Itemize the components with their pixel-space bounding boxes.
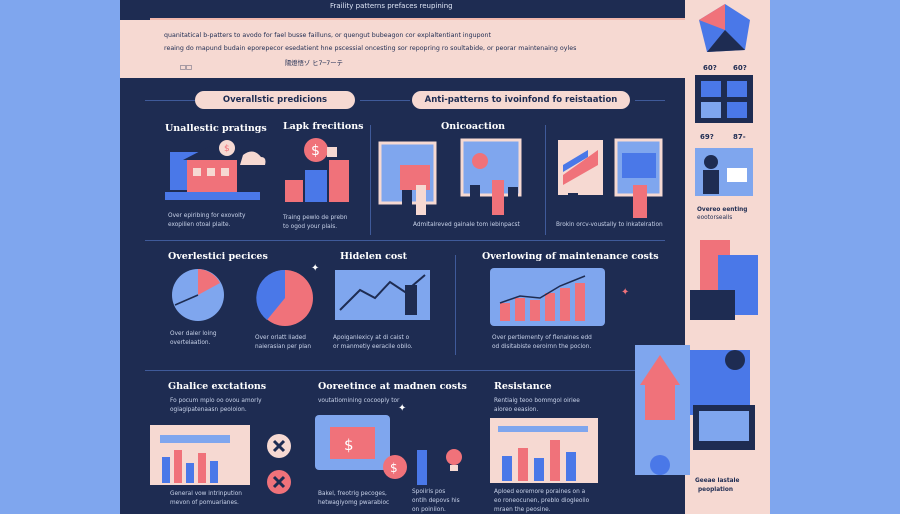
side-label-6: eootorsealls xyxy=(697,215,733,221)
caption-s6-1: Over orlatt liaded xyxy=(255,335,306,341)
pill-anti-patterns: Anti-patterns to ivoinfond fo reistaatio… xyxy=(412,91,630,109)
divider-mid xyxy=(360,100,410,101)
side-label-3: 69? xyxy=(700,133,714,141)
svg-text:$: $ xyxy=(224,144,230,154)
row1-divider-b xyxy=(545,125,546,235)
side-person-icon xyxy=(695,148,753,196)
sparkle-icon: ✦ xyxy=(621,287,630,298)
caption-s7-1: Apoiganlexicy at di caist o xyxy=(333,335,410,341)
house-illustration: $ xyxy=(165,140,266,200)
money-lamp-illustration: $ xyxy=(285,138,349,202)
resistance-chart xyxy=(490,418,598,483)
svg-text:$: $ xyxy=(390,461,398,475)
title-resistance: Resistance xyxy=(494,381,552,392)
caption-s10b-1: Bakel, freotrig pecoges, xyxy=(318,491,387,497)
side-label-4: 87- xyxy=(733,133,746,141)
caption-s10b-2: hetwagiyomg pwarabioc xyxy=(318,500,390,506)
caption-s3-1: Admitalreved gainale tom iebinpacst xyxy=(413,222,520,228)
board-meeting-illustration xyxy=(378,138,522,215)
caption-s9-1: Fo pocum mplo oo ovou amorly xyxy=(170,398,262,404)
side-grid-icon xyxy=(695,75,753,123)
caption-s11-1: Rentiaig teoo bommgol oiriee xyxy=(494,398,580,404)
side-building-computer-illustration xyxy=(635,345,755,475)
caption-s9-2: ogiagipatenaasn peoloion. xyxy=(170,407,247,413)
svg-text:$: $ xyxy=(311,143,320,159)
divider-right xyxy=(635,100,665,101)
row1-divider-a xyxy=(370,125,371,235)
intro-line-2: reaing do mapund budain eporepecor eseda… xyxy=(164,45,577,52)
expectations-bar-chart xyxy=(150,425,250,485)
caption-s10c-1: Spoiiris pos xyxy=(412,489,446,495)
caption-s11b-2: eo roneocunen, preblo diogleoiio xyxy=(494,498,590,504)
money-window-illustration: $ $ xyxy=(315,415,427,485)
presentation-illustration xyxy=(558,138,663,218)
pill-overallstic: Overallstic predicions xyxy=(195,91,355,109)
side-pie-icon xyxy=(699,4,750,52)
side-label-2: 60? xyxy=(733,64,747,72)
caption-s7-2: or manmetiy eeracile obilo. xyxy=(333,344,413,350)
pie-chart-pink-icon xyxy=(172,269,224,321)
pie-chart-split-icon xyxy=(256,269,313,326)
caption-s10c-3: on poiniion. xyxy=(412,507,446,513)
intro-mark: □□ xyxy=(180,64,192,71)
caption-s11b-1: Aploed eoremore poraines on a xyxy=(494,489,586,495)
caption-s9b-2: mevon of pomuarianes. xyxy=(170,500,239,506)
right-margin xyxy=(770,0,900,514)
side-label-1: 60? xyxy=(703,64,717,72)
caption-s5-2: overtelaation. xyxy=(170,340,211,346)
title-unallestic: Unallestic pratings xyxy=(165,123,267,134)
sparkle-icon: ✦ xyxy=(311,263,320,274)
lightbulb-icon xyxy=(446,449,462,471)
title-hidelen: Hidelen cost xyxy=(340,251,407,262)
caption-s9b-1: General vow intrinpution xyxy=(170,491,242,497)
top-strip: Fraility patterns prefaces reupining xyxy=(150,0,685,20)
side-label-5: Overeo eenting xyxy=(697,207,748,213)
title-onicoaction: Onicoaction xyxy=(441,121,506,132)
side-city-illustration xyxy=(690,240,758,320)
caption-s6-2: naierasian per plan xyxy=(255,344,312,350)
caption-s11-2: aioreo eeasion. xyxy=(494,407,539,413)
maintenance-costs-chart xyxy=(490,268,605,326)
caption-s8-2: od disitabiste oeroirnn the pocion. xyxy=(492,344,592,350)
svg-text:$: $ xyxy=(344,436,354,454)
sparkle-icon: ✦ xyxy=(398,403,407,414)
top-fragment: Fraility patterns prefaces reupining xyxy=(330,2,453,10)
caption-s10c-2: ontih depovs his xyxy=(412,498,460,504)
side-footer-1: Geeae lastale xyxy=(695,478,740,484)
divider-left xyxy=(145,100,195,101)
intro-line-1: quanitatical b-patters to avodo for fael… xyxy=(164,32,491,39)
title-lapk: Lapk frecitions xyxy=(283,121,364,132)
caption-s1-1: Over epiribing for exovoity xyxy=(168,213,246,219)
caption-s4-1: Brokin orcv-voustally to inkatelration xyxy=(556,222,663,228)
caption-s11b-3: mraen the peosine. xyxy=(494,507,551,513)
cancel-icons xyxy=(267,434,291,494)
left-margin xyxy=(0,0,120,514)
hidden-cost-line-chart xyxy=(335,270,430,320)
caption-s2-1: Traing pewlo de prebn xyxy=(283,215,348,221)
row3-top-divider xyxy=(145,370,665,371)
row2-top-divider xyxy=(145,240,665,241)
title-overlestici: Overlestici pecices xyxy=(168,251,268,262)
caption-s10-1: voutatiomining cocooply tor xyxy=(318,398,400,404)
caption-s8-1: Over pertiementy of flenaines edd xyxy=(492,335,592,341)
row2-divider xyxy=(455,255,456,355)
caption-s2-2: to ogod your plais. xyxy=(283,224,338,230)
caption-s5-1: Over daler loing xyxy=(170,331,217,337)
intro-line-3: 陽燈悟ゾ ヒ7─7ーテ xyxy=(285,60,343,67)
intro-box: quanitatical b-patters to avodo for fael… xyxy=(120,20,685,78)
title-overlowing: Overlowing of maintenance costs xyxy=(482,251,659,262)
title-ooreetince: Ooreetince at madnen costs xyxy=(318,381,467,392)
title-ghalice: Ghalice exctations xyxy=(168,381,267,392)
caption-s1-2: exopilien otoal plaite. xyxy=(168,222,231,228)
side-footer-2: peoplation xyxy=(698,487,733,493)
